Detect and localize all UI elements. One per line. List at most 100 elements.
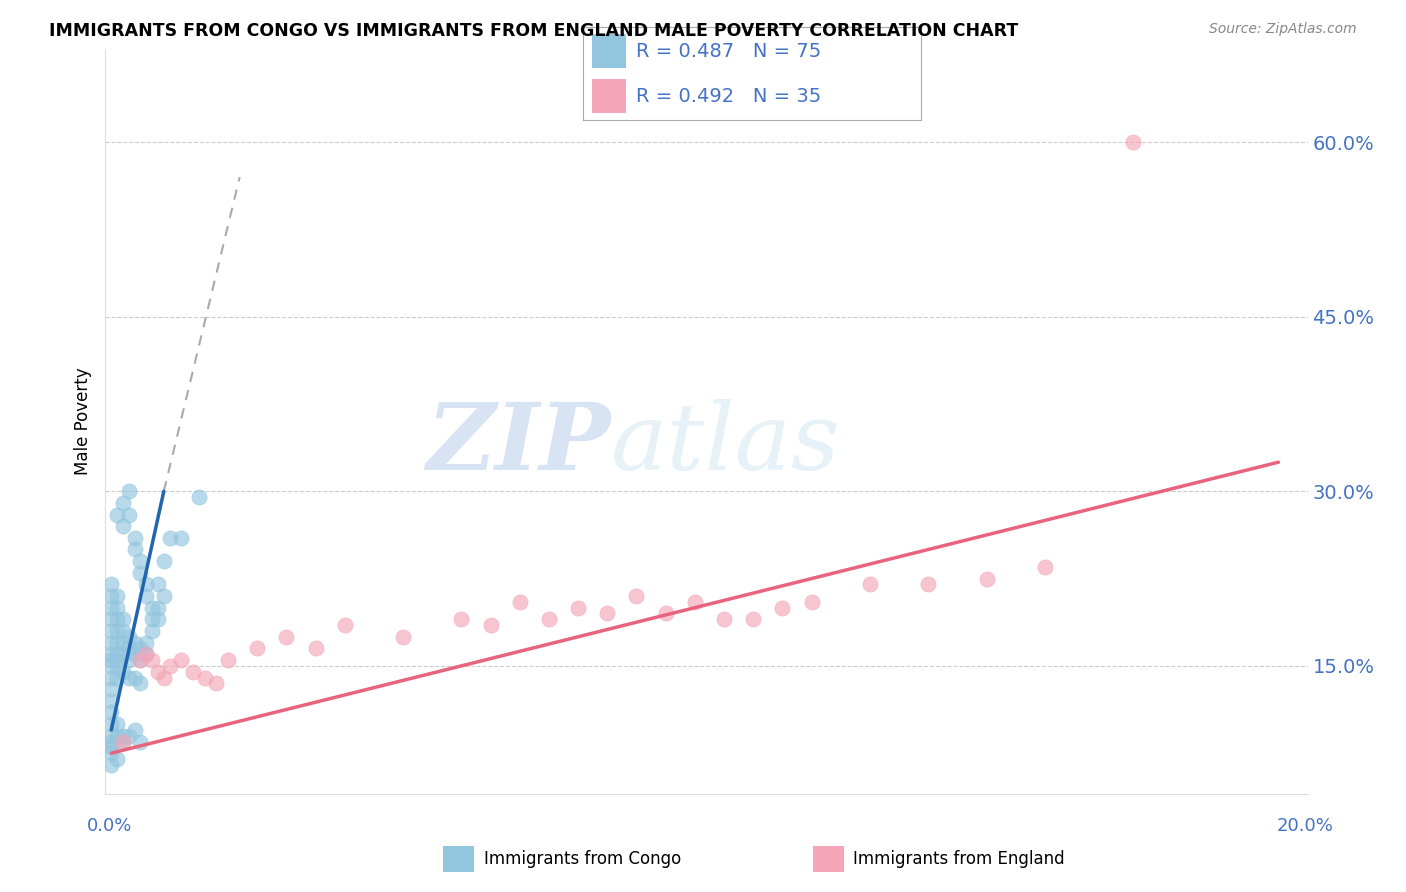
Point: [205, 676, 228, 690]
Point: [124, 531, 146, 545]
Point: [105, 752, 128, 766]
Point: [479, 618, 502, 632]
Point: [100, 658, 122, 673]
Point: [124, 635, 146, 649]
Point: [111, 729, 134, 743]
Point: [100, 653, 122, 667]
Point: [100, 647, 122, 661]
Point: [100, 589, 122, 603]
Point: [141, 624, 163, 638]
Point: [159, 658, 181, 673]
Point: [100, 746, 122, 760]
Point: [146, 600, 169, 615]
Point: [509, 595, 531, 609]
Point: [537, 612, 560, 626]
Point: [100, 635, 122, 649]
Point: [1121, 135, 1143, 149]
Text: Immigrants from England: Immigrants from England: [853, 850, 1066, 868]
Point: [124, 671, 146, 685]
Point: [111, 496, 134, 510]
Text: atlas: atlas: [610, 399, 839, 489]
Point: [917, 577, 939, 591]
Point: [246, 641, 269, 656]
Point: [111, 612, 134, 626]
Point: [135, 647, 157, 661]
Y-axis label: Male Poverty: Male Poverty: [75, 368, 93, 475]
Point: [859, 577, 882, 591]
Point: [124, 647, 146, 661]
Point: [217, 653, 239, 667]
Point: [153, 589, 176, 603]
Point: [187, 490, 209, 504]
Point: [141, 653, 163, 667]
Point: [100, 729, 122, 743]
Point: [135, 577, 157, 591]
Point: [153, 671, 176, 685]
Point: [392, 630, 415, 644]
Point: [683, 595, 706, 609]
FancyBboxPatch shape: [592, 79, 626, 113]
Point: [118, 729, 141, 743]
Point: [141, 612, 163, 626]
Point: [976, 572, 998, 586]
Point: [194, 671, 217, 685]
Point: [105, 671, 128, 685]
Point: [118, 653, 141, 667]
Point: [105, 624, 128, 638]
Point: [129, 641, 152, 656]
Point: [742, 612, 765, 626]
Text: 0.0%: 0.0%: [87, 817, 132, 835]
Point: [129, 676, 152, 690]
Point: [111, 734, 134, 748]
Point: [111, 635, 134, 649]
Text: IMMIGRANTS FROM CONGO VS IMMIGRANTS FROM ENGLAND MALE POVERTY CORRELATION CHART: IMMIGRANTS FROM CONGO VS IMMIGRANTS FROM…: [49, 22, 1018, 40]
Point: [170, 531, 193, 545]
Point: [276, 630, 298, 644]
Point: [129, 734, 152, 748]
Point: [100, 694, 122, 708]
Point: [118, 630, 141, 644]
Point: [105, 653, 128, 667]
Point: [153, 554, 176, 568]
Text: Immigrants from Congo: Immigrants from Congo: [484, 850, 681, 868]
Point: [105, 612, 128, 626]
Point: [118, 508, 141, 522]
Point: [654, 607, 676, 621]
Point: [170, 653, 193, 667]
Point: [111, 624, 134, 638]
Point: [118, 671, 141, 685]
Point: [1033, 560, 1056, 574]
Point: [100, 600, 122, 615]
Point: [100, 717, 122, 731]
Point: [105, 508, 128, 522]
Point: [713, 612, 735, 626]
Text: 20.0%: 20.0%: [1277, 817, 1333, 835]
Point: [105, 589, 128, 603]
Text: ZIP: ZIP: [426, 399, 610, 489]
Point: [100, 612, 122, 626]
FancyBboxPatch shape: [592, 34, 626, 68]
Text: R = 0.487   N = 75: R = 0.487 N = 75: [636, 42, 821, 61]
Point: [146, 577, 169, 591]
Point: [100, 682, 122, 697]
Point: [118, 484, 141, 499]
Point: [100, 706, 122, 720]
Point: [141, 600, 163, 615]
Point: [118, 641, 141, 656]
Point: [100, 671, 122, 685]
Point: [596, 607, 619, 621]
Point: [124, 542, 146, 557]
Point: [100, 577, 122, 591]
Point: [100, 757, 122, 772]
Point: [105, 729, 128, 743]
Point: [100, 734, 122, 748]
Point: [159, 531, 181, 545]
Point: [105, 647, 128, 661]
Point: [111, 519, 134, 533]
Point: [135, 635, 157, 649]
Point: [567, 600, 589, 615]
Point: [129, 566, 152, 580]
Point: [111, 647, 134, 661]
Point: [111, 734, 134, 748]
Point: [124, 723, 146, 737]
